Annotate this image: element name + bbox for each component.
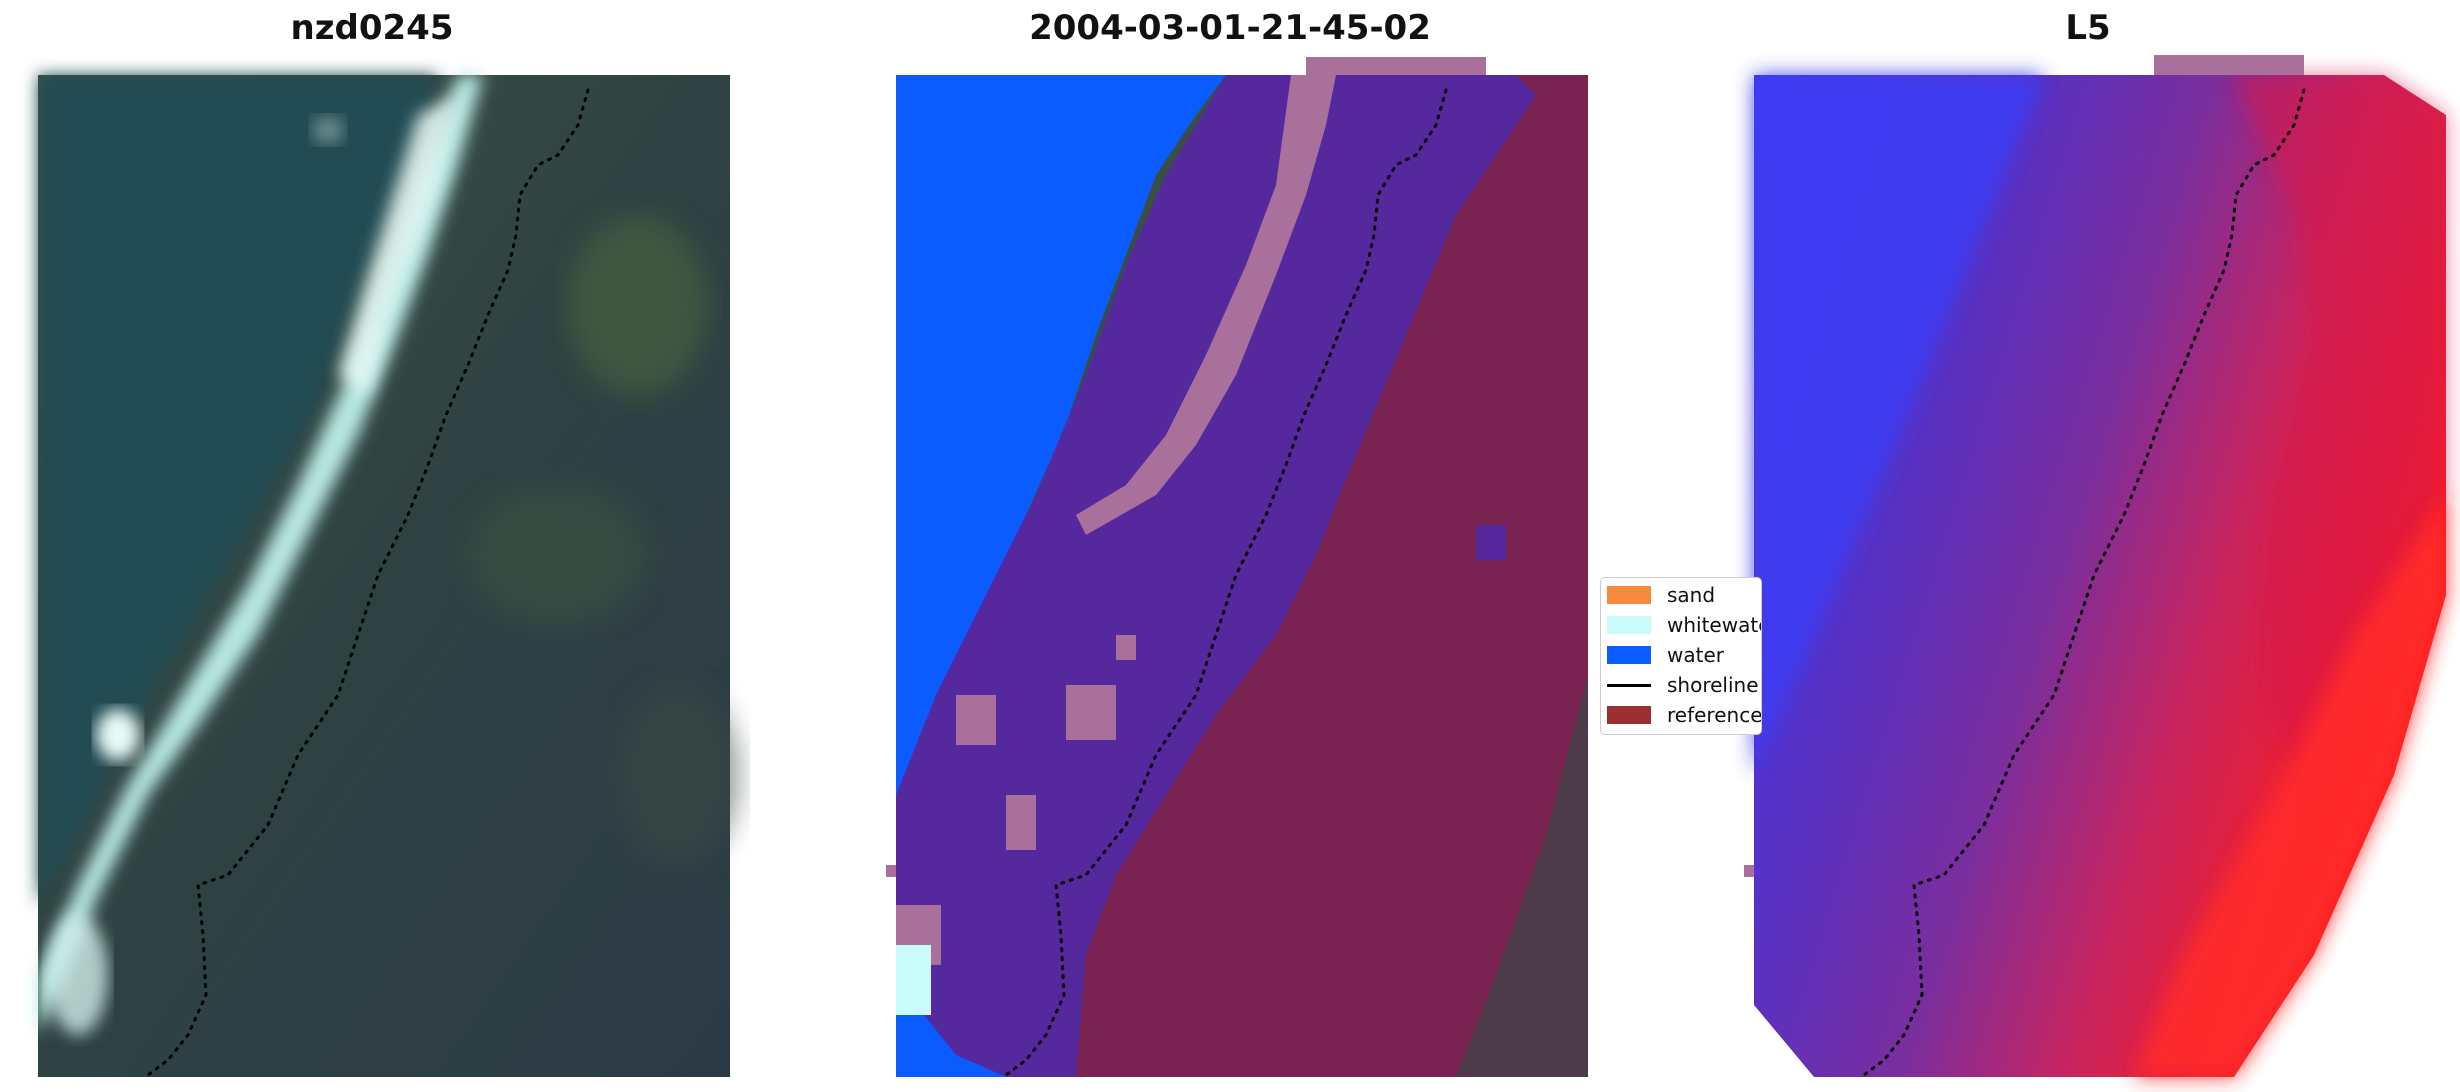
- l5-panel: [1744, 55, 2446, 1077]
- water-region: [896, 75, 1226, 875]
- classification-map: [886, 57, 1588, 1077]
- reference-swatch: [1607, 706, 1651, 724]
- classification-panel: [886, 57, 1588, 1077]
- panel-title-classification: 2004-03-01-21-45-02: [1029, 8, 1431, 48]
- land-region: [1076, 75, 1588, 1077]
- legend-item-whitewater: whitewater: [1607, 612, 1761, 638]
- water-swatch: [1607, 646, 1651, 664]
- shoreline-reference-line: [146, 88, 590, 1077]
- panel-title-image: nzd0245: [290, 8, 454, 48]
- satellite-image: [38, 75, 738, 1077]
- legend-label: shoreline: [1667, 673, 1759, 697]
- legend-label: whitewater: [1667, 613, 1761, 637]
- sand-swatch: [1607, 586, 1651, 604]
- shoreline-reference-line: [1004, 88, 1448, 1077]
- pink-patch: [1076, 75, 1336, 535]
- whitewater-patch: [896, 945, 931, 1015]
- legend-item-reference: reference: [1607, 702, 1762, 728]
- satellite-image-panel: [38, 75, 738, 1077]
- l5-map: [1744, 55, 2446, 1077]
- panel-title-l5: L5: [2065, 8, 2111, 48]
- legend-item-shoreline: shoreline: [1607, 672, 1759, 698]
- legend: sand whitewater water shoreline referenc…: [1600, 577, 1762, 735]
- legend-label: reference: [1667, 703, 1762, 727]
- surf-zone-region: [896, 75, 1536, 1077]
- shoreline-reference-line: [1862, 88, 2306, 1077]
- legend-label: sand: [1667, 583, 1716, 607]
- legend-label: water: [1667, 643, 1724, 667]
- shoreline-line-swatch: [1607, 683, 1651, 687]
- legend-item-water: water: [1607, 642, 1724, 668]
- whitewater-swatch: [1607, 616, 1651, 634]
- legend-item-sand: sand: [1607, 582, 1715, 608]
